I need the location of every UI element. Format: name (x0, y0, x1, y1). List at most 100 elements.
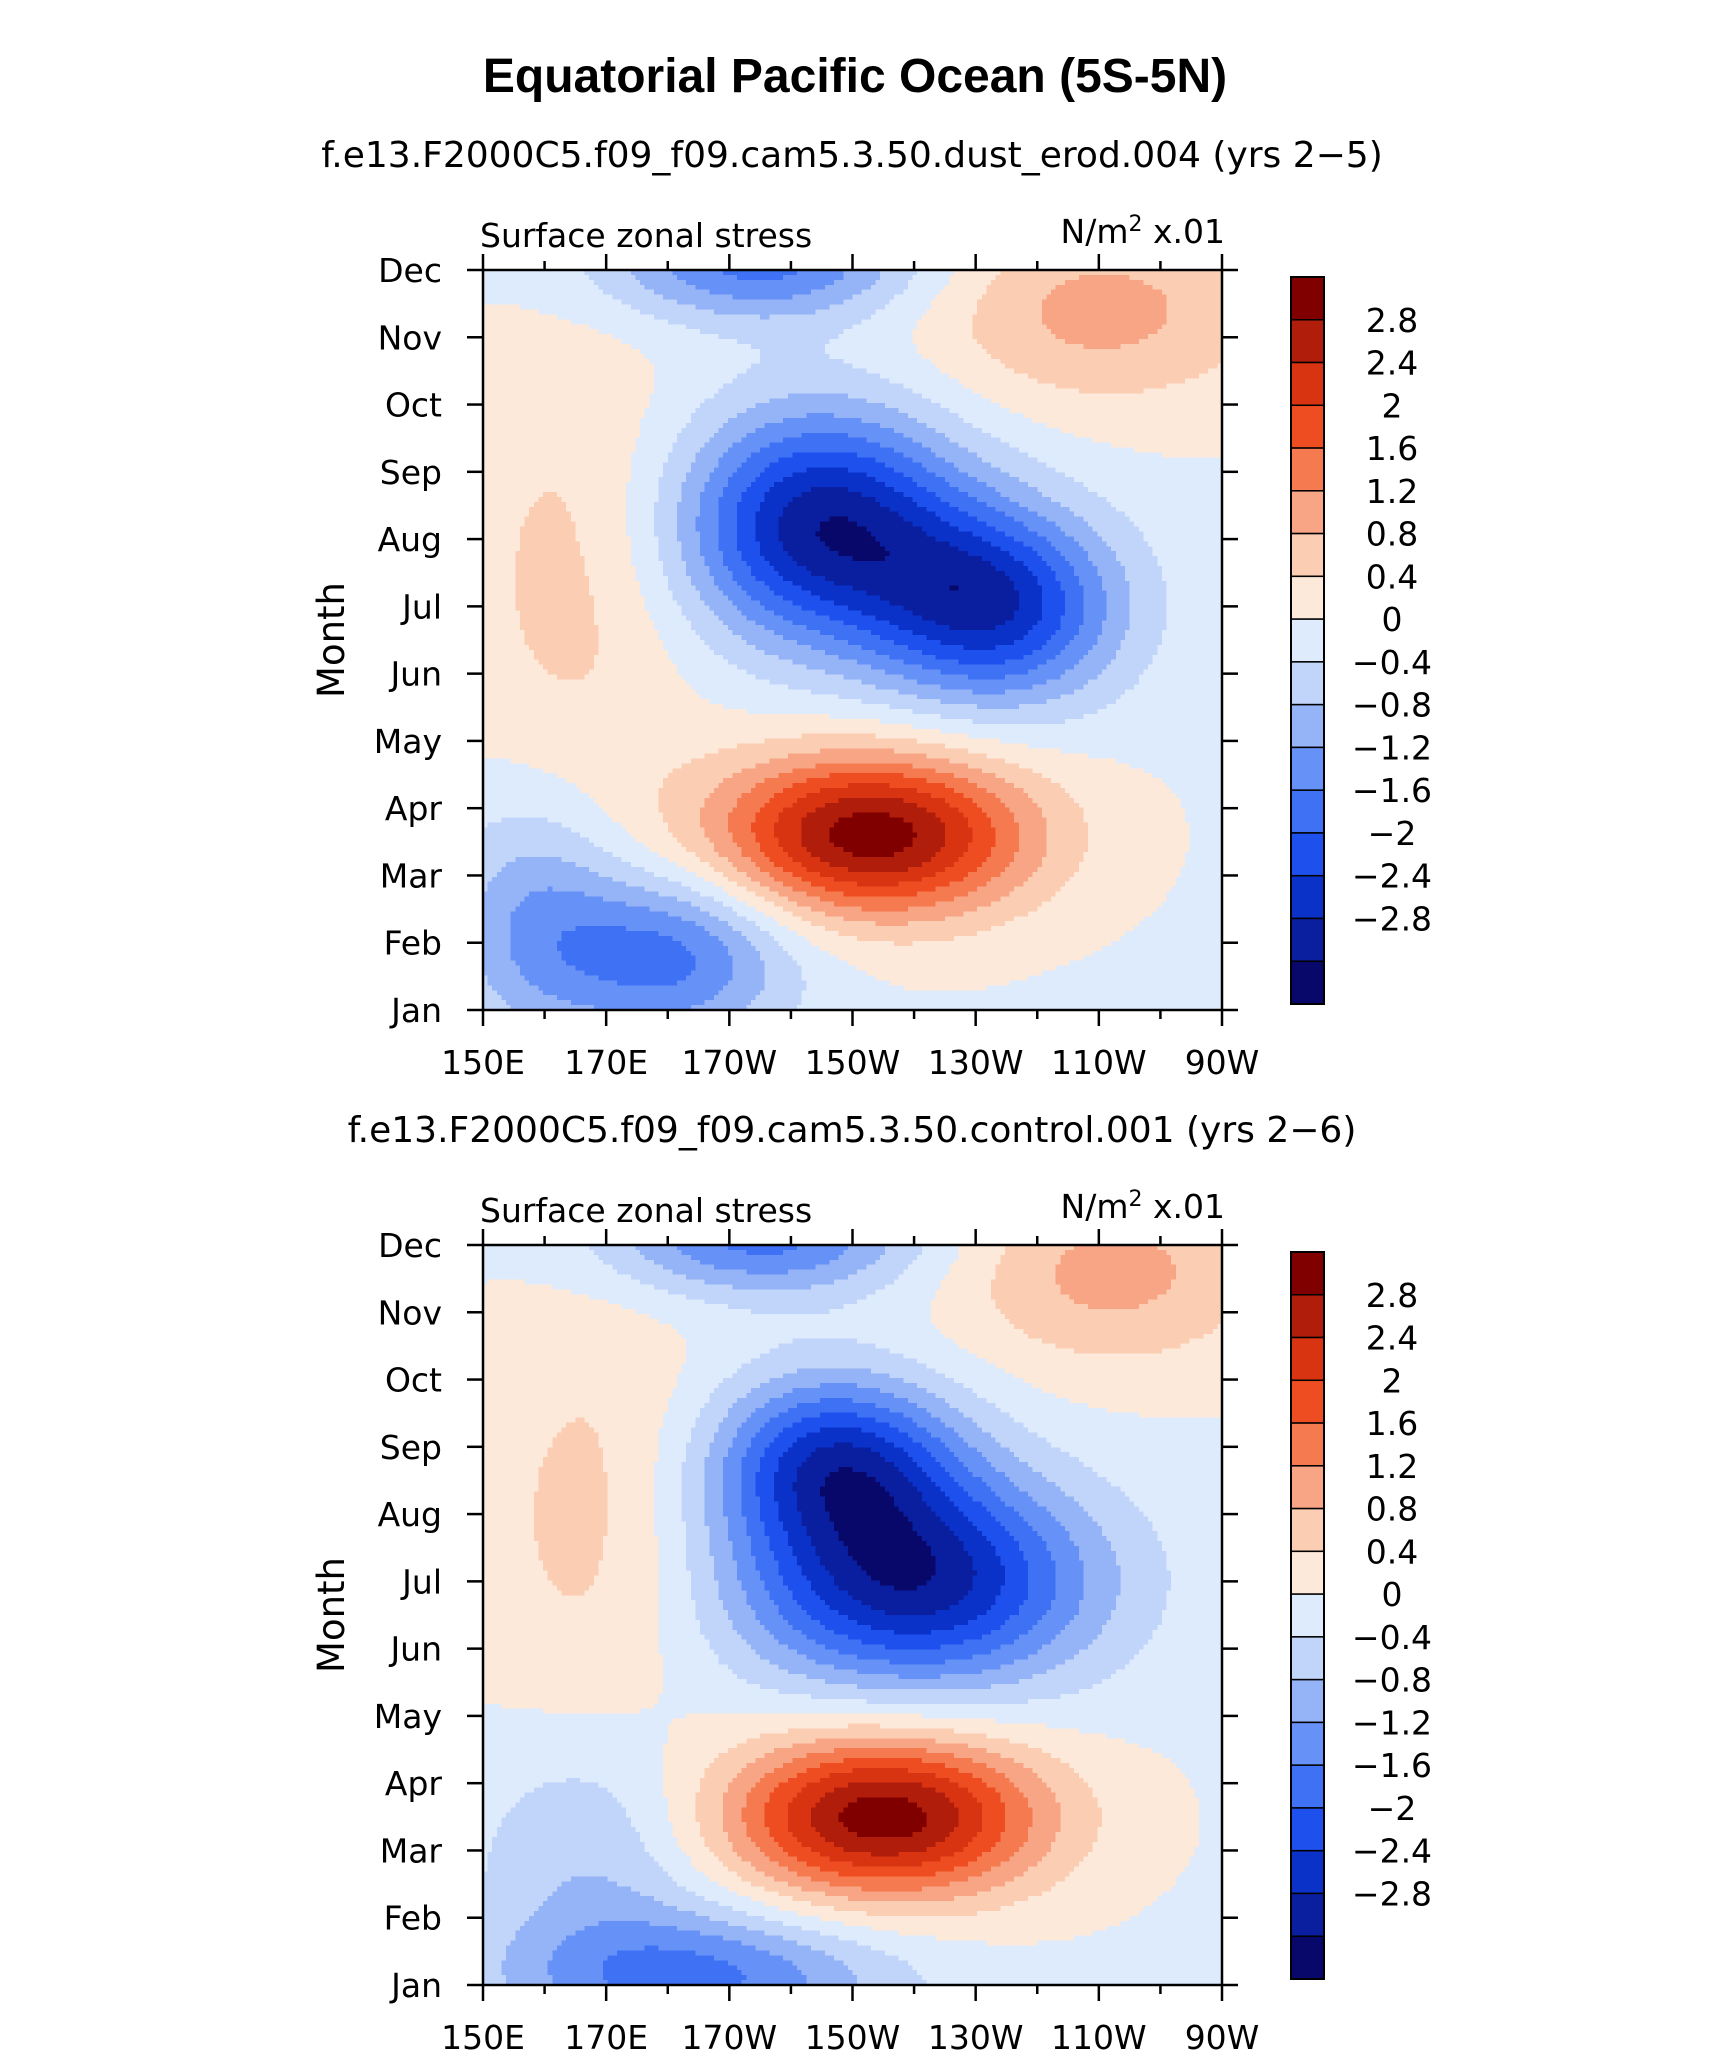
field-cell (944, 1763, 988, 1769)
field-cell (783, 1920, 844, 1927)
field-cell (1115, 1605, 1168, 1611)
field-cell (510, 916, 683, 922)
field-cell (967, 748, 1061, 755)
field-cell (755, 1476, 775, 1483)
field-cell (991, 1294, 1071, 1300)
field-cell (635, 837, 678, 843)
field-cell (741, 551, 761, 557)
field-cell (570, 319, 669, 325)
colorbar-label: 2.4 (1366, 1319, 1418, 1358)
field-cell (737, 1674, 807, 1680)
field-cell (584, 970, 692, 977)
field-cell (1055, 575, 1080, 582)
field-cell (1152, 1526, 1223, 1532)
y-tick-label: Jun (388, 1630, 442, 1669)
field-cell (921, 1496, 951, 1503)
field-cell (750, 1605, 780, 1611)
field-cell (926, 467, 960, 473)
field-cell (607, 812, 664, 819)
field-cell (570, 1000, 706, 1006)
field-cell (607, 1481, 655, 1488)
field-cell (935, 452, 978, 459)
field-cell (737, 1565, 757, 1572)
field-cell (727, 1886, 766, 1892)
field-cell (769, 1442, 794, 1448)
field-cell (1032, 1467, 1094, 1473)
field-cell (907, 1797, 951, 1804)
field-cell (483, 536, 521, 542)
field-cell (866, 368, 941, 375)
field-cell (704, 600, 734, 607)
field-cell (1069, 561, 1094, 567)
field-cell (903, 452, 937, 459)
field-cell (801, 916, 844, 922)
field-cell (584, 1925, 678, 1932)
field-cell (658, 556, 683, 562)
field-cell (1004, 1812, 1034, 1818)
field-cell (1041, 1891, 1163, 1897)
field-cell (843, 1846, 927, 1853)
field-cell (1055, 1393, 1223, 1399)
field-cell (649, 615, 687, 621)
field-cell (1060, 1259, 1172, 1266)
field-cell (875, 1402, 918, 1409)
field-cell (1055, 1590, 1085, 1596)
field-cell (501, 1817, 632, 1823)
field-cell (727, 1536, 752, 1542)
field-cell (635, 1309, 752, 1315)
colorbar-box (1290, 746, 1325, 791)
field-cell (880, 442, 923, 449)
field-cell (644, 600, 678, 607)
field-cell (700, 403, 757, 409)
field-cell (1046, 640, 1071, 646)
field-cell (653, 1506, 683, 1512)
field-cell (727, 566, 752, 572)
colorbar-label: 2 (1382, 1361, 1403, 1400)
field-cell (912, 940, 1112, 947)
field-cell (755, 783, 794, 789)
field-cell (1028, 373, 1200, 380)
field-cell (810, 1812, 840, 1818)
field-cell (515, 1930, 576, 1937)
field-cell (755, 1491, 775, 1498)
field-cell (718, 506, 738, 513)
field-cell (1092, 1930, 1223, 1937)
field-cell (1125, 570, 1163, 577)
field-cell (810, 487, 849, 493)
field-cell (603, 1965, 738, 1971)
field-cell (709, 566, 729, 572)
field-cell (547, 1965, 604, 1971)
field-cell (801, 965, 858, 972)
field-cell (1120, 936, 1223, 942)
field-cell (686, 1457, 706, 1463)
field-cell (584, 1590, 660, 1596)
field-cell (681, 541, 701, 547)
field-cell (1115, 1600, 1168, 1606)
field-cell (1074, 1866, 1186, 1873)
field-cell (801, 605, 849, 611)
field-cell (746, 1452, 766, 1458)
field-cell (653, 521, 678, 528)
colorbar-box (1290, 1550, 1325, 1595)
field-cell (681, 1846, 710, 1853)
field-cell (755, 1486, 775, 1493)
field-cell (510, 955, 563, 962)
field-cell (1111, 659, 1154, 666)
field-cell (695, 1950, 770, 1956)
field-cell (1166, 1595, 1223, 1601)
field-cell (1138, 1743, 1223, 1749)
field-cell (760, 807, 784, 814)
field-cell (995, 842, 1020, 848)
field-cell (1028, 1462, 1085, 1468)
field-cell (704, 556, 724, 562)
field-cell (1166, 1289, 1223, 1295)
field-cell (713, 1955, 784, 1961)
colorbar-box (1290, 276, 1325, 321)
field-cell (801, 842, 835, 848)
field-cell (635, 570, 664, 577)
field-cell (589, 837, 637, 843)
field-cell (967, 447, 1020, 454)
field-cell (1083, 852, 1186, 858)
field-cell (603, 1467, 655, 1473)
field-cell (1138, 1304, 1223, 1310)
